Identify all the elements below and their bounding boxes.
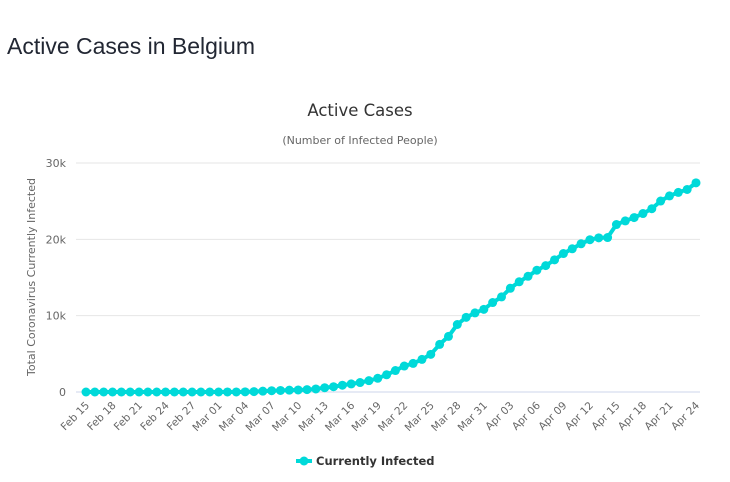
data-point[interactable] [214, 387, 224, 397]
data-point[interactable] [514, 277, 524, 287]
data-point[interactable] [673, 187, 683, 197]
data-point[interactable] [638, 209, 648, 219]
data-point[interactable] [81, 387, 91, 397]
data-point[interactable] [682, 184, 692, 194]
x-tick-label: Apr 12 [563, 400, 596, 433]
data-point[interactable] [258, 386, 268, 396]
data-point[interactable] [355, 378, 365, 388]
x-tick-label: Apr 21 [642, 400, 675, 433]
data-point[interactable] [161, 387, 171, 397]
data-point[interactable] [647, 204, 657, 214]
series-currently-infected[interactable] [81, 178, 701, 397]
data-point[interactable] [390, 366, 400, 376]
data-point[interactable] [443, 331, 453, 341]
data-point[interactable] [152, 387, 162, 397]
data-point[interactable] [222, 387, 232, 397]
data-point[interactable] [134, 387, 144, 397]
data-point[interactable] [488, 298, 498, 308]
x-tick-label: Feb 15 [59, 400, 92, 433]
data-point[interactable] [337, 380, 347, 390]
data-point[interactable] [205, 387, 215, 397]
data-point[interactable] [169, 387, 179, 397]
data-point[interactable] [664, 191, 674, 201]
data-point[interactable] [293, 385, 303, 395]
y-tick-label: 10k [46, 310, 67, 323]
data-point[interactable] [567, 244, 577, 254]
data-point[interactable] [284, 385, 294, 395]
data-point[interactable] [267, 386, 277, 396]
data-point[interactable] [329, 382, 339, 392]
data-point[interactable] [603, 233, 613, 243]
data-point[interactable] [116, 387, 126, 397]
data-point[interactable] [620, 216, 630, 226]
data-point[interactable] [479, 304, 489, 314]
legend-label-currently-infected[interactable]: Currently Infected [316, 454, 435, 468]
x-tick-label: Apr 09 [536, 400, 569, 433]
data-point[interactable] [346, 379, 356, 389]
data-point[interactable] [497, 292, 507, 302]
data-point[interactable] [275, 385, 285, 395]
y-tick-label: 0 [59, 386, 66, 399]
data-point[interactable] [320, 383, 330, 393]
data-point[interactable] [382, 370, 392, 380]
data-point[interactable] [585, 235, 595, 245]
data-point[interactable] [231, 387, 241, 397]
x-tick-label: Apr 15 [589, 400, 622, 433]
legend-marker-icon [299, 456, 309, 466]
data-point[interactable] [373, 373, 383, 383]
data-point[interactable] [249, 387, 259, 397]
data-point[interactable] [364, 376, 374, 386]
x-tick-label: Mar 31 [456, 400, 490, 434]
data-point[interactable] [541, 261, 551, 271]
series-line [86, 181, 698, 394]
data-point[interactable] [461, 312, 471, 322]
data-point[interactable] [576, 239, 586, 249]
x-tick-label: Apr 03 [483, 400, 516, 433]
data-point[interactable] [523, 271, 533, 281]
chart-subtitle: (Number of Infected People) [282, 134, 437, 147]
gridlines [76, 162, 700, 393]
y-axis-ticks: 0 10k 20k 30k [46, 157, 67, 399]
x-tick-label: Feb 21 [112, 400, 145, 433]
legend[interactable]: Currently Infected [296, 454, 435, 468]
x-tick-label: Apr 24 [669, 399, 702, 432]
data-point[interactable] [550, 255, 560, 265]
data-point[interactable] [452, 319, 462, 329]
data-point[interactable] [594, 233, 604, 243]
data-point[interactable] [532, 265, 542, 275]
data-point[interactable] [426, 349, 436, 359]
data-point[interactable] [470, 308, 480, 318]
data-point[interactable] [178, 387, 188, 397]
data-point[interactable] [691, 178, 701, 188]
data-point[interactable] [399, 361, 409, 371]
y-axis-label: Total Coronavirus Currently Infected [25, 178, 38, 377]
x-tick-label: Apr 06 [510, 399, 543, 432]
data-point[interactable] [187, 387, 197, 397]
data-point[interactable] [240, 387, 250, 397]
data-point[interactable] [302, 385, 312, 395]
data-point[interactable] [108, 387, 118, 397]
data-point[interactable] [435, 339, 445, 349]
data-point[interactable] [143, 387, 153, 397]
data-point[interactable] [311, 384, 321, 394]
data-point[interactable] [505, 283, 515, 293]
x-tick-label: Feb 18 [85, 400, 118, 433]
page-title: Active Cases in Belgium [7, 33, 255, 59]
y-tick-label: 20k [46, 233, 67, 246]
data-point[interactable] [125, 387, 135, 397]
data-point[interactable] [99, 387, 109, 397]
data-point[interactable] [558, 249, 568, 259]
data-point[interactable] [90, 387, 100, 397]
x-tick-label: Apr 18 [616, 400, 649, 433]
data-point[interactable] [611, 220, 621, 230]
data-point[interactable] [417, 354, 427, 364]
data-point[interactable] [629, 213, 639, 223]
chart-title: Active Cases [307, 101, 412, 120]
data-point[interactable] [196, 387, 206, 397]
data-point[interactable] [656, 196, 666, 206]
y-tick-label: 30k [46, 157, 67, 170]
data-point[interactable] [408, 358, 418, 368]
